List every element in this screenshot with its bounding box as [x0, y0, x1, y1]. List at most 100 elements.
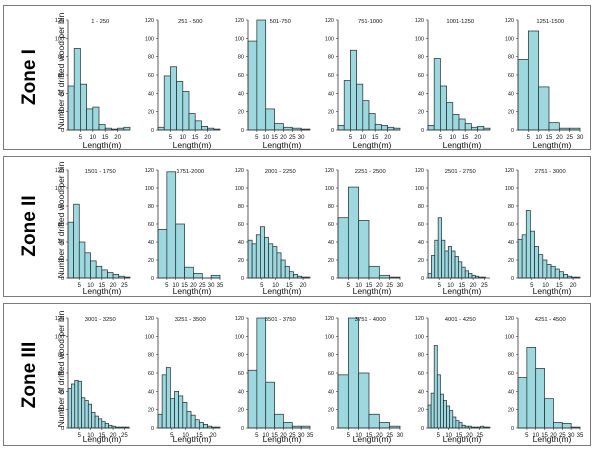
x-axis-label: Length(m): [172, 434, 212, 444]
histogram-bar: [544, 398, 554, 429]
y-tick-label: 100: [415, 334, 424, 340]
y-tick-label: 60: [238, 371, 244, 377]
histogram-bar: [553, 422, 563, 429]
y-tick-label: 0: [61, 128, 64, 134]
panel-title: 1 - 250: [91, 19, 109, 25]
y-tick-label: 40: [508, 91, 514, 97]
histogram-bar: [455, 420, 460, 429]
x-tick-label: 10: [447, 283, 454, 289]
x-tick-label: 5: [439, 135, 443, 141]
x-axis-label: Length(m): [442, 140, 482, 150]
y-tick-label: 80: [238, 55, 244, 61]
x-axis-label: Length(m): [82, 434, 122, 444]
histogram-bar: [521, 234, 527, 279]
x-tick-label: 20: [466, 433, 473, 439]
histogram-bar: [247, 239, 253, 279]
y-tick-label: 0: [331, 128, 334, 134]
x-tick-label: 20: [110, 283, 117, 289]
y-tick-label: 20: [238, 110, 244, 116]
y-tick-label: 40: [328, 240, 334, 246]
x-tick-label: 30: [397, 433, 404, 439]
y-tick-label: 120: [505, 18, 514, 24]
x-tick-label: 10: [172, 283, 179, 289]
y-tick-label: 0: [331, 426, 334, 432]
x-tick-label: 20: [376, 283, 383, 289]
y-tick-label: 120: [235, 316, 244, 322]
y-tick-label: 120: [505, 316, 514, 322]
y-tick-label: 60: [418, 222, 424, 228]
x-axis-label: Length(m): [262, 434, 302, 444]
histogram-bar: [434, 239, 439, 279]
x-tick-label: 25: [121, 283, 128, 289]
y-tick-label: 0: [241, 276, 244, 282]
x-tick-label: 15: [546, 135, 553, 141]
panel-title: 2751 - 3000: [535, 169, 566, 175]
y-tick-label: 120: [145, 316, 154, 322]
x-tick-label: 25: [289, 433, 296, 439]
y-tick-label: 80: [238, 204, 244, 210]
y-tick-label: 100: [505, 36, 514, 42]
histogram-bar: [98, 124, 106, 131]
histogram-bar: [534, 246, 540, 279]
histogram-bar: [446, 102, 454, 131]
x-axis-label: Length(m): [262, 286, 302, 296]
x-tick-label: 5: [347, 433, 351, 439]
panel-title: 251 - 500: [178, 19, 203, 25]
histogram-bar: [347, 317, 360, 429]
histogram-bar: [433, 58, 441, 131]
histogram-bar: [542, 259, 548, 279]
y-tick-label: 80: [418, 204, 424, 210]
x-axis-label: Length(m): [172, 286, 212, 296]
y-tick-label: 60: [418, 371, 424, 377]
histogram-bar: [81, 397, 86, 429]
histogram-bar: [447, 246, 453, 279]
histogram-bar: [458, 422, 463, 429]
histogram-bar: [458, 261, 463, 279]
histogram-bar: [378, 274, 391, 279]
histogram-bar: [337, 374, 349, 429]
histogram-bar: [157, 229, 168, 279]
y-tick-label: 100: [235, 36, 244, 42]
x-tick-label: 10: [542, 283, 549, 289]
histogram-bar: [337, 217, 349, 279]
y-tick-label: 80: [58, 204, 64, 210]
x-tick-label: 20: [280, 433, 287, 439]
y-tick-label: 0: [151, 128, 154, 134]
histogram-bar: [163, 75, 171, 131]
histogram-bar: [94, 415, 99, 429]
y-tick-label: 60: [418, 73, 424, 79]
x-axis-label: Length(m): [442, 434, 482, 444]
x-tick-label: 25: [476, 433, 483, 439]
histogram-bar: [90, 260, 97, 279]
y-tick-label: 40: [418, 240, 424, 246]
y-tick-label: 120: [325, 316, 334, 322]
y-tick-label: 80: [58, 55, 64, 61]
y-tick-label: 20: [328, 110, 334, 116]
histogram-bar: [530, 230, 535, 279]
y-tick-label: 40: [508, 240, 514, 246]
x-tick-label: 30: [568, 433, 575, 439]
x-axis-label: Length(m): [352, 286, 392, 296]
x-tick-label: 30: [397, 283, 404, 289]
histogram-bar: [95, 265, 103, 279]
x-tick-label: 20: [470, 283, 477, 289]
x-tick-label: 20: [114, 135, 121, 141]
y-tick-label: 80: [508, 204, 514, 210]
y-tick-label: 100: [415, 186, 424, 192]
histogram-bar: [84, 400, 89, 429]
histogram-bar: [182, 91, 190, 131]
y-tick-label: 20: [418, 258, 424, 264]
histogram-bar: [265, 381, 275, 429]
y-tick-label: 0: [61, 426, 64, 432]
y-tick-label: 120: [55, 316, 64, 322]
y-tick-label: 100: [235, 186, 244, 192]
x-tick-label: 10: [179, 135, 186, 141]
x-tick-label: 25: [566, 135, 573, 141]
y-tick-label: 40: [58, 240, 64, 246]
histogram-bar: [67, 388, 72, 429]
y-tick-label: 80: [238, 353, 244, 359]
x-tick-label: 20: [300, 283, 307, 289]
x-tick-label: 5: [170, 433, 174, 439]
x-tick-label: 10: [355, 283, 362, 289]
histogram-bar: [264, 237, 270, 279]
